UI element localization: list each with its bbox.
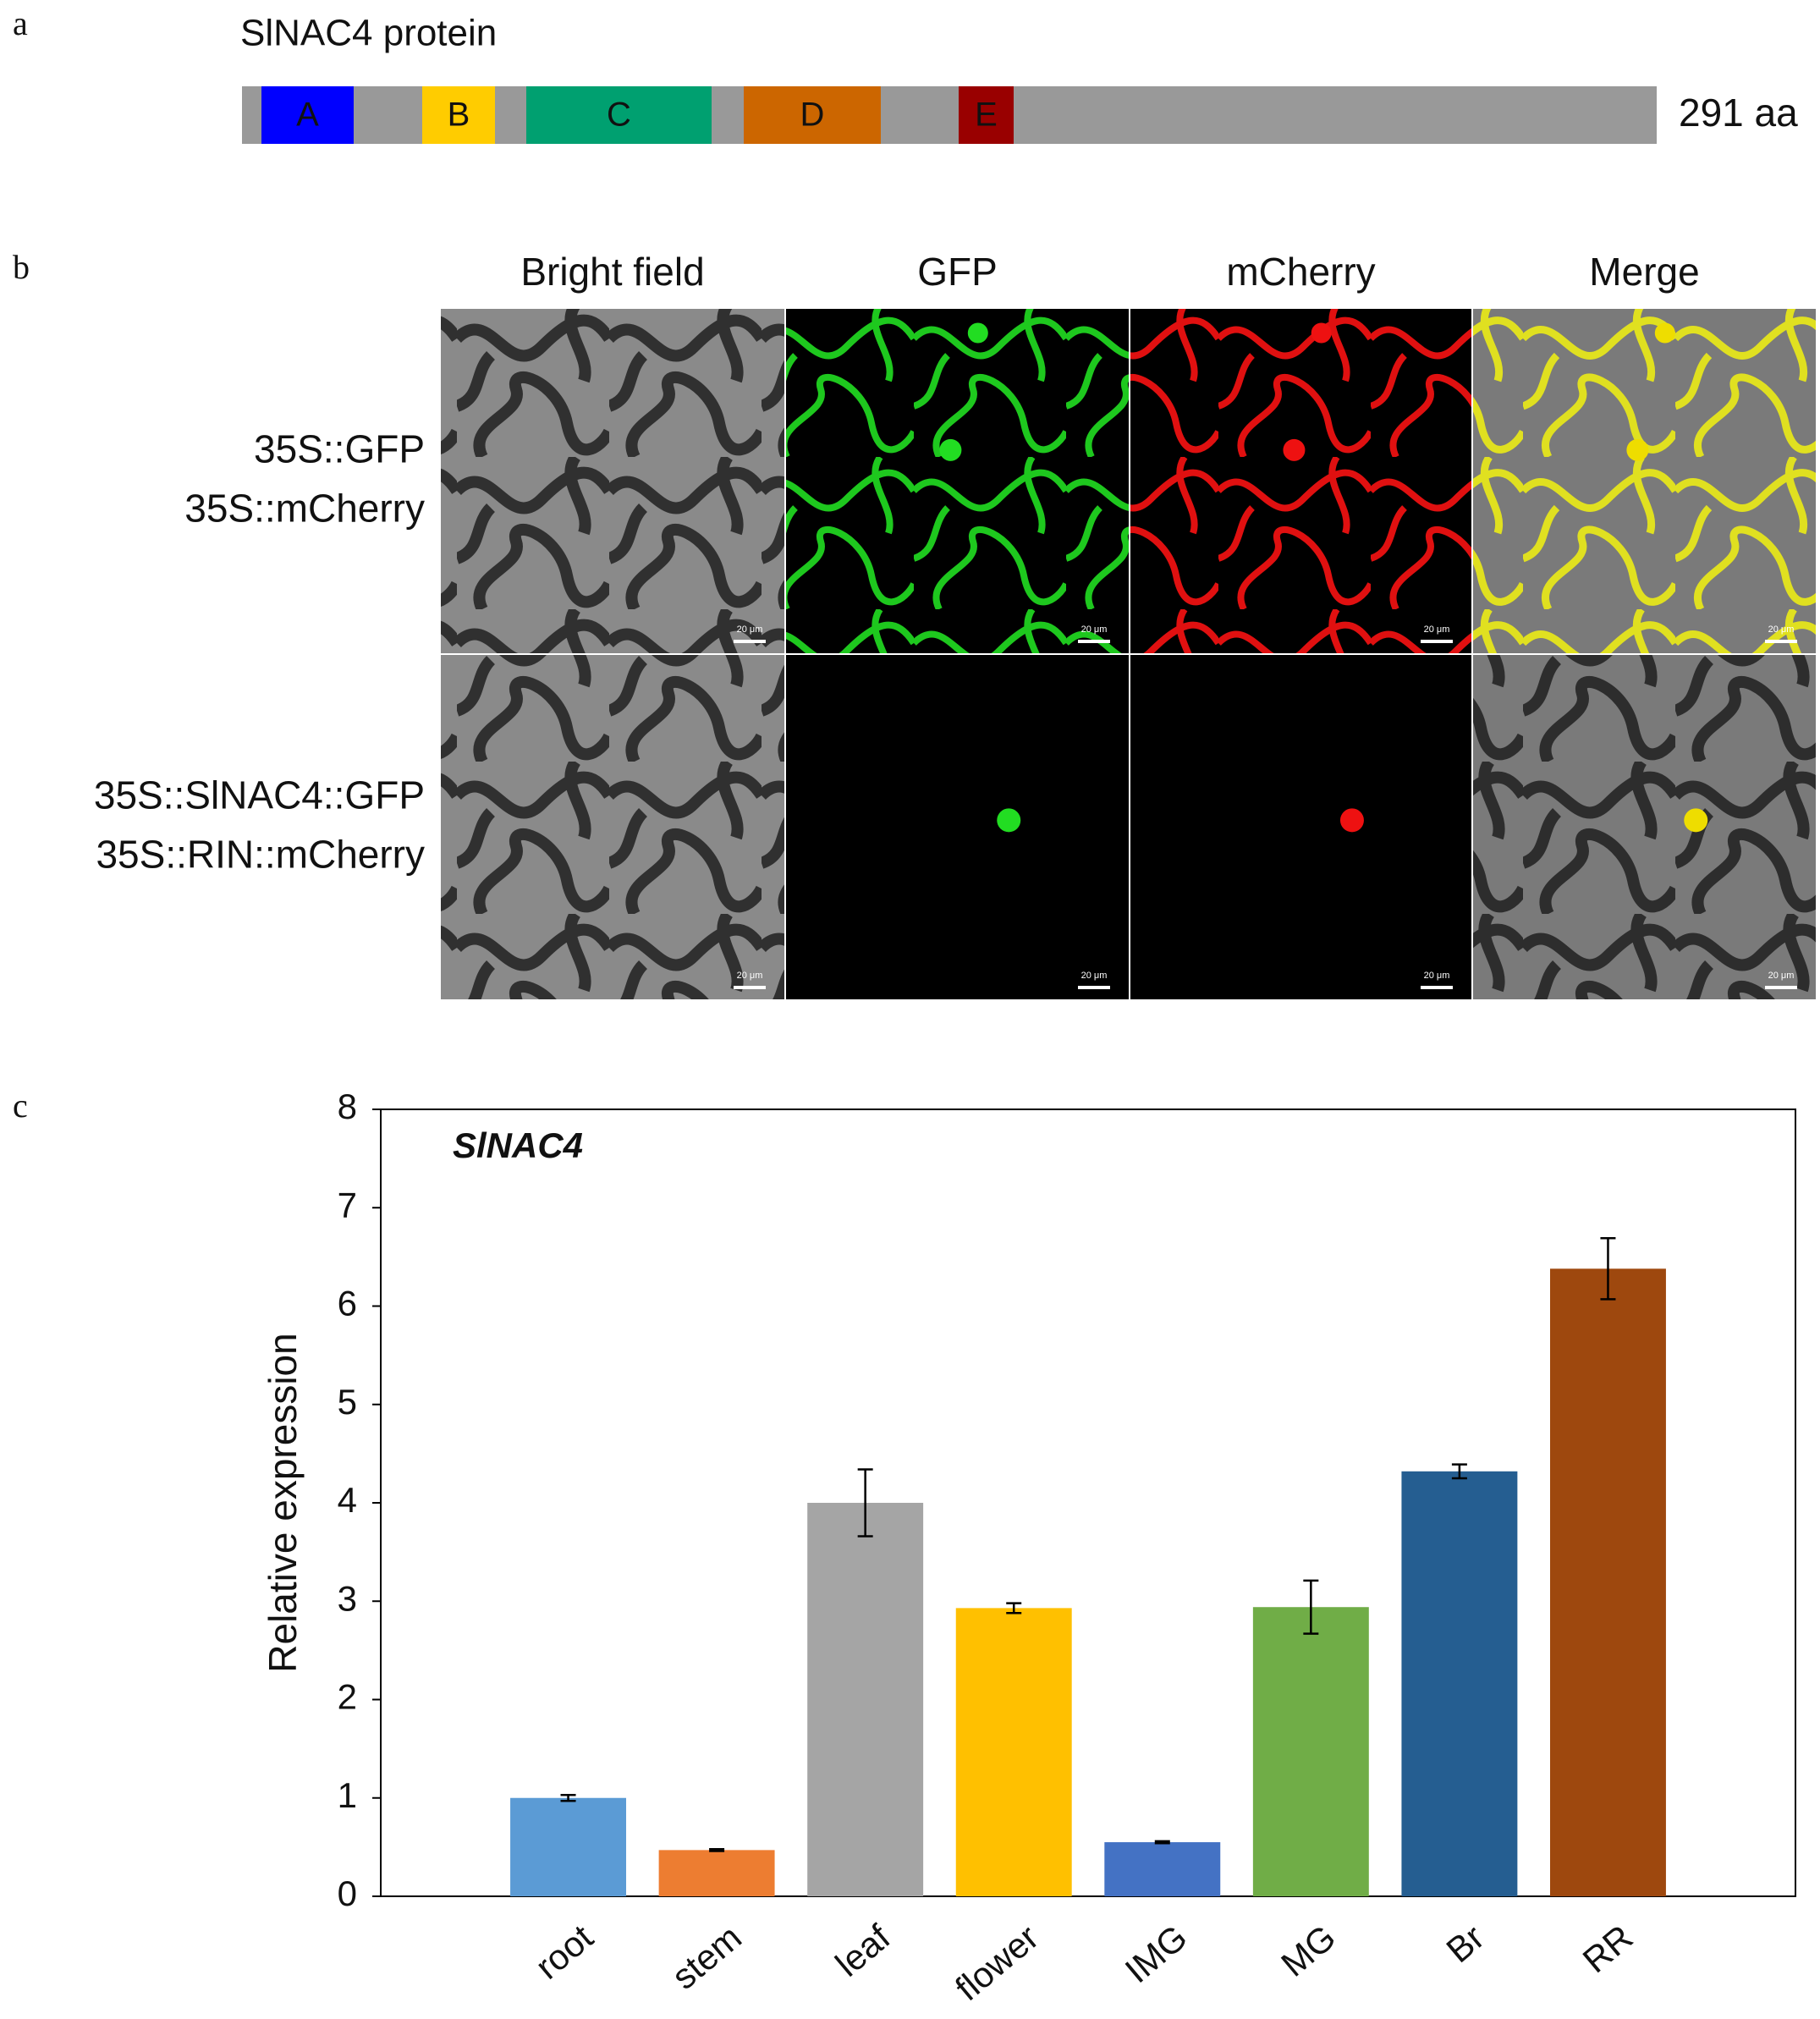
row-label: 35S::mCherry (184, 487, 425, 531)
x-tick-label: stem (664, 1917, 749, 1997)
column-header: Bright field (520, 250, 704, 294)
domain (422, 86, 495, 144)
error-bar (1600, 1237, 1616, 1301)
cell-walls (441, 655, 784, 999)
y-axis-label: Relative expression (261, 1333, 305, 1672)
micrograph (1130, 655, 1471, 999)
error-bar (857, 1468, 873, 1538)
x-tick-label: RR (1575, 1917, 1641, 1980)
scale-bar-label: 20 μm (1768, 624, 1795, 635)
nucleus (1339, 808, 1364, 833)
column-header: Merge (1589, 250, 1699, 294)
panel-label: b (13, 248, 30, 286)
error-bar (560, 1794, 576, 1802)
scale-bar-label: 20 μm (1424, 624, 1450, 635)
domain-label: A (296, 96, 319, 134)
nucleus (1684, 808, 1708, 833)
nucleus (967, 322, 988, 344)
protein-length: 291 aa (1679, 91, 1798, 135)
scale-bar-label: 20 μm (1768, 971, 1795, 981)
protein-title: SlNAC4 protein (240, 13, 497, 54)
row-label: 35S::RIN::mCherry (96, 833, 425, 877)
y-tick-label: 0 (338, 1873, 357, 1913)
x-tick-label: root (528, 1917, 601, 1987)
cell-walls (786, 309, 1129, 653)
cell-walls (1473, 309, 1816, 653)
row-label: 35S::GFP (254, 427, 425, 471)
y-tick-label: 1 (338, 1775, 357, 1815)
domain-label: D (800, 96, 825, 134)
domain (744, 86, 881, 144)
x-tick-label: flower (948, 1917, 1046, 2008)
error-bar (1451, 1463, 1467, 1480)
bar (1401, 1471, 1518, 1896)
nucleus (1283, 438, 1306, 461)
domain-label: B (448, 96, 470, 134)
cell-walls (1130, 309, 1471, 653)
y-tick-label: 4 (338, 1480, 357, 1520)
bar (1104, 1842, 1221, 1896)
column-header: mCherry (1226, 250, 1375, 294)
chart-title: SlNAC4 (453, 1125, 583, 1165)
nucleus (997, 808, 1021, 833)
y-tick-label: 7 (338, 1185, 357, 1224)
y-tick-label: 2 (338, 1677, 357, 1717)
nucleus (1311, 322, 1332, 344)
domain (526, 86, 712, 144)
scale-bar-label: 20 μm (1424, 971, 1450, 981)
y-tick-label: 3 (338, 1578, 357, 1618)
bar (955, 1608, 1072, 1896)
scale-bar-label: 20 μm (1081, 971, 1108, 981)
domain-label: E (975, 96, 998, 134)
nucleus (1626, 438, 1649, 461)
scale-bar-label: 20 μm (737, 971, 763, 981)
y-tick-label: 6 (338, 1284, 357, 1323)
bar (807, 1503, 924, 1896)
error-bar (1006, 1602, 1022, 1615)
cell-walls (1473, 655, 1816, 999)
column-header: GFP (917, 250, 998, 294)
domain (959, 86, 1014, 144)
x-tick-label: MG (1273, 1917, 1343, 1983)
cell-walls (441, 309, 784, 653)
scale-bar-label: 20 μm (1081, 624, 1108, 635)
nucleus (939, 438, 962, 461)
domain-label: C (607, 96, 631, 134)
scale-bar-label: 20 μm (737, 624, 763, 635)
micrograph (786, 655, 1129, 999)
bar (510, 1797, 627, 1896)
y-tick-label: 5 (338, 1382, 357, 1422)
bar (658, 1850, 775, 1896)
bar (1252, 1607, 1369, 1896)
bar (1549, 1268, 1666, 1896)
row-label: 35S::SlNAC4::GFP (94, 773, 425, 817)
x-tick-label: IMG (1118, 1917, 1195, 1990)
nucleus (1654, 322, 1675, 344)
error-bar (1303, 1579, 1319, 1635)
y-tick-label: 8 (338, 1087, 357, 1126)
x-tick-label: leaf (828, 1917, 897, 1984)
domain (261, 86, 354, 144)
x-tick-label: Br (1438, 1917, 1491, 1970)
panel-label: c (13, 1087, 28, 1125)
error-bar (1154, 1840, 1170, 1845)
error-bar (709, 1847, 725, 1852)
panel-label: a (13, 4, 28, 42)
